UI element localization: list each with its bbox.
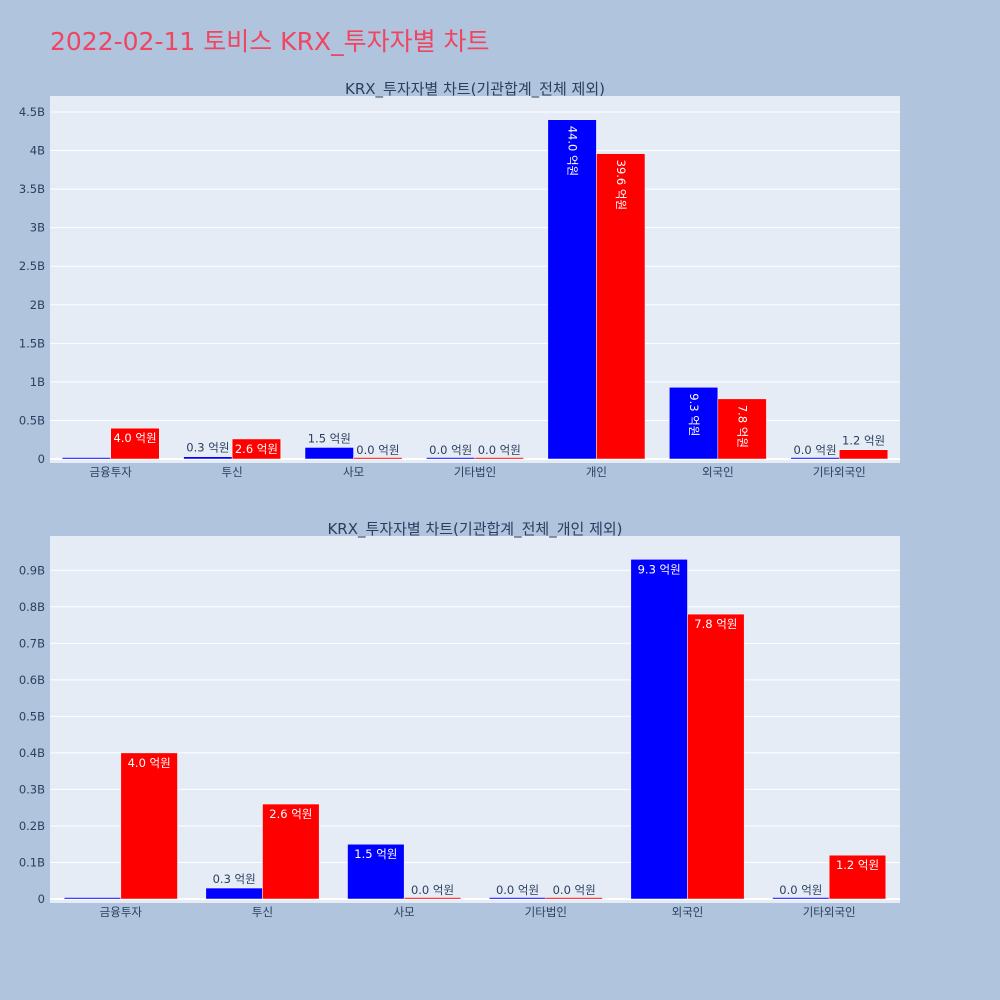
y-tick-label: 0.8B [19, 600, 45, 614]
bar-sell [545, 897, 603, 900]
x-tick-label: 외국인 [702, 465, 734, 479]
bar-value-label: 0.0 억원 [779, 883, 822, 897]
bar-value-label: 4.0 억원 [128, 756, 171, 770]
bar-sell [403, 897, 462, 900]
bar-buy [205, 887, 263, 900]
bar-sell [596, 153, 646, 460]
bar-value-label: 0.0 억원 [411, 883, 454, 897]
chart-title: KRX_투자자별 차트(기관합계_전체 제외) [345, 80, 605, 99]
x-tick-label: 기타외국인 [803, 905, 856, 919]
x-tick-label: 기타외국인 [813, 465, 866, 479]
bar-buy [347, 843, 405, 900]
bar-value-label: 0.0 억원 [793, 443, 836, 457]
x-tick-label: 금융투자 [100, 905, 143, 919]
bar-value-label: 1.5 억원 [308, 431, 351, 445]
bar-sell [828, 854, 887, 900]
y-tick-label: 0 [38, 892, 45, 906]
chart-1: KRX_투자자별 차트(기관합계_전체 제외) 0 0.5B 1B 1.5B 2B 2.5B… [19, 80, 900, 479]
bar-value-label: 1.5 억원 [354, 847, 397, 861]
bar-value-label: 9.3 억원 [638, 562, 681, 576]
bar-sell [110, 427, 160, 460]
bar-sell [717, 398, 767, 460]
y-tick-label: 0.7B [19, 636, 45, 650]
bar-value-label: 39.6 억원 [614, 160, 628, 210]
x-tick-label: 사모 [343, 465, 364, 479]
plot-area [50, 536, 900, 903]
bar-value-label: 0.3 억원 [186, 441, 229, 455]
y-tick-label: 1.5B [19, 336, 45, 350]
bar-buy [669, 387, 719, 460]
x-tick-label: 금융투자 [90, 465, 133, 479]
y-tick-label: 3B [30, 221, 45, 235]
bar-buy [61, 457, 111, 460]
y-tick-label: 0.6B [19, 673, 45, 687]
x-tick-label: 투신 [222, 465, 243, 479]
x-tick-label: 투신 [252, 905, 273, 919]
x-tick-label: 기타법인 [525, 905, 567, 919]
y-tick-label: 0.9B [19, 563, 45, 577]
x-tick-label: 개인 [586, 465, 607, 479]
bar-sell [353, 457, 403, 460]
chart-2: KRX_투자자별 차트(기관합계_전체_개인 제외) 0 0.1B 0.2B 0.3B 0… [19, 520, 900, 919]
bar-value-label: 7.8 억원 [736, 405, 750, 448]
bar-value-label: 2.6 억원 [235, 442, 278, 456]
bar-value-label: 0.0 억원 [356, 443, 399, 457]
bar-value-label: 9.3 억원 [687, 393, 701, 436]
y-tick-label: 0.5B [19, 413, 45, 427]
chart-title: KRX_투자자별 차트(기관합계_전체_개인 제외) [327, 520, 622, 539]
bar-buy [790, 457, 840, 460]
bar-value-label: 0.3 억원 [213, 872, 256, 886]
bar-value-label: 2.6 억원 [269, 807, 312, 821]
bar-sell [839, 449, 889, 460]
y-tick-label: 2.5B [19, 259, 45, 273]
y-tick-label: 0.2B [19, 819, 45, 833]
y-tick-label: 0 [38, 452, 45, 466]
bar-value-label: 4.0 억원 [113, 431, 156, 445]
bar-sell [262, 803, 320, 900]
bar-buy [63, 897, 122, 900]
bar-buy [183, 456, 233, 460]
x-tick-label: 사모 [394, 905, 415, 919]
bar-value-label: 44.0 억원 [566, 126, 580, 176]
bar-value-label: 0.0 억원 [478, 443, 521, 457]
bar-value-label: 0.0 억원 [429, 443, 472, 457]
bar-sell [231, 438, 281, 460]
y-tick-label: 4.5B [19, 105, 45, 119]
y-tick-label: 0.3B [19, 782, 45, 796]
bar-value-label: 0.0 억원 [496, 883, 539, 897]
bar-buy [426, 457, 476, 460]
page-title: 2022-02-11 토비스 KRX_투자자별 차트 [50, 27, 490, 56]
bar-value-label: 7.8 억원 [694, 617, 737, 631]
bar-value-label: 1.2 억원 [842, 434, 885, 448]
y-tick-label: 4B [30, 144, 45, 158]
bar-buy [772, 897, 830, 900]
y-tick-label: 2B [30, 298, 45, 312]
x-tick-label: 기타법인 [454, 465, 496, 479]
y-tick-label: 3.5B [19, 182, 45, 196]
bar-sell [474, 457, 524, 460]
bar-sell [687, 613, 745, 900]
bar-value-label: 0.0 억원 [553, 883, 596, 897]
bar-value-label: 1.2 억원 [836, 858, 879, 872]
x-tick-label: 외국인 [672, 905, 704, 919]
bar-sell [120, 752, 178, 900]
y-tick-label: 0.4B [19, 746, 45, 760]
bar-buy [304, 447, 354, 460]
bar-buy [630, 559, 688, 900]
y-tick-label: 0.1B [19, 855, 45, 869]
bar-buy [547, 119, 597, 460]
y-tick-label: 1B [30, 375, 45, 389]
bar-buy [488, 897, 547, 900]
y-tick-label: 0.5B [19, 709, 45, 723]
